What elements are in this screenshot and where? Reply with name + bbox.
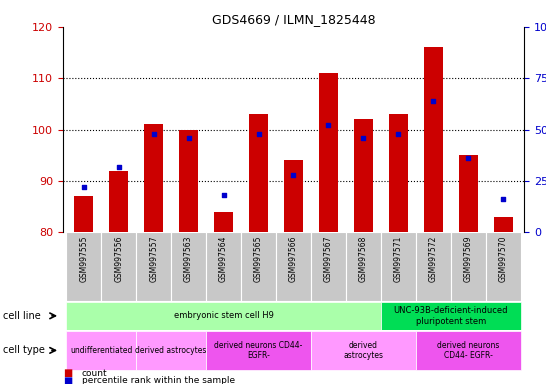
Point <box>149 131 158 137</box>
Text: derived
astrocytes: derived astrocytes <box>343 341 383 360</box>
Bar <box>66 232 101 301</box>
Point <box>359 135 368 141</box>
Text: derived neurons CD44-
EGFR-: derived neurons CD44- EGFR- <box>215 341 302 360</box>
Point <box>254 131 263 137</box>
Text: percentile rank within the sample: percentile rank within the sample <box>82 376 235 384</box>
Bar <box>144 124 163 232</box>
Point <box>184 135 193 141</box>
Point <box>394 131 403 137</box>
Bar <box>381 302 521 329</box>
Bar <box>451 232 486 301</box>
Bar <box>424 47 443 232</box>
Bar <box>311 232 346 301</box>
Bar <box>249 114 268 232</box>
Text: embryonic stem cell H9: embryonic stem cell H9 <box>174 311 274 320</box>
Bar <box>416 331 521 370</box>
Point <box>324 122 333 129</box>
Bar <box>66 302 381 329</box>
Bar <box>459 155 478 232</box>
Bar <box>486 232 521 301</box>
Text: GSM997555: GSM997555 <box>79 236 88 282</box>
Bar <box>171 232 206 301</box>
Bar <box>311 331 416 370</box>
Text: ■: ■ <box>63 368 72 378</box>
Text: GSM997569: GSM997569 <box>464 236 473 282</box>
Bar <box>346 232 381 301</box>
Bar <box>241 232 276 301</box>
Bar <box>136 232 171 301</box>
Text: GSM997556: GSM997556 <box>114 236 123 282</box>
Point <box>79 184 88 190</box>
Bar <box>206 232 241 301</box>
Bar <box>66 331 136 370</box>
Bar <box>109 170 128 232</box>
Text: GSM997565: GSM997565 <box>254 236 263 282</box>
Bar <box>101 232 136 301</box>
Text: GSM997571: GSM997571 <box>394 236 403 282</box>
Point <box>114 164 123 170</box>
Text: UNC-93B-deficient-induced
pluripotent stem: UNC-93B-deficient-induced pluripotent st… <box>394 306 508 326</box>
Text: GSM997572: GSM997572 <box>429 236 438 282</box>
Text: GSM997568: GSM997568 <box>359 236 368 282</box>
Bar <box>416 232 451 301</box>
Text: undifferentiated: undifferentiated <box>70 346 133 355</box>
Point <box>464 155 473 161</box>
Text: derived astrocytes: derived astrocytes <box>135 346 207 355</box>
Point <box>499 196 508 202</box>
Point <box>429 98 438 104</box>
Point <box>219 192 228 199</box>
Text: count: count <box>82 369 108 378</box>
Bar <box>494 217 513 232</box>
Text: GSM997566: GSM997566 <box>289 236 298 282</box>
Text: GSM997564: GSM997564 <box>219 236 228 282</box>
Bar <box>381 232 416 301</box>
Text: GSM997563: GSM997563 <box>184 236 193 282</box>
Bar <box>354 119 373 232</box>
Text: cell type: cell type <box>3 345 45 356</box>
Bar <box>179 130 198 232</box>
Title: GDS4669 / ILMN_1825448: GDS4669 / ILMN_1825448 <box>212 13 375 26</box>
Bar <box>389 114 408 232</box>
Bar <box>136 331 206 370</box>
Bar <box>276 232 311 301</box>
Point <box>289 172 298 178</box>
Bar <box>284 161 303 232</box>
Text: derived neurons
CD44- EGFR-: derived neurons CD44- EGFR- <box>437 341 500 360</box>
Bar <box>319 73 338 232</box>
Text: ■: ■ <box>63 376 72 384</box>
Text: GSM997557: GSM997557 <box>149 236 158 282</box>
Text: GSM997567: GSM997567 <box>324 236 333 282</box>
Text: GSM997570: GSM997570 <box>498 236 508 282</box>
Bar <box>214 212 233 232</box>
Text: cell line: cell line <box>3 311 40 321</box>
Bar <box>74 196 93 232</box>
Bar <box>206 331 311 370</box>
